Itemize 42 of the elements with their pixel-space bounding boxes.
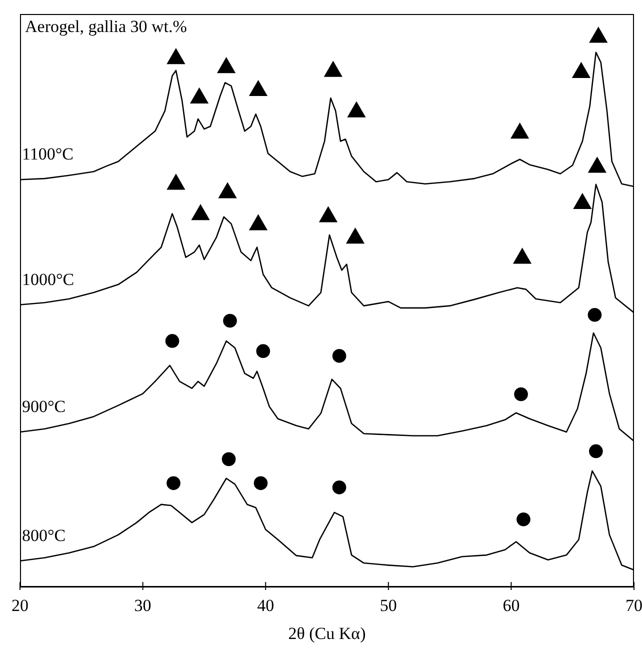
point [318,206,338,222]
point [588,156,606,173]
point [165,334,180,348]
point [347,101,366,118]
point [573,192,592,209]
x-axis-title: 2θ (Cu Kα) [288,624,366,643]
point [510,122,530,139]
point [217,57,236,74]
x-tick-label: 40 [257,596,274,615]
series-label: 800°C [22,526,66,545]
series-label: 900°C [22,397,66,416]
point [332,348,346,363]
x-tick-label: 70 [626,596,642,615]
point [248,214,268,230]
point [572,62,590,78]
point [222,452,236,466]
x-tick-label: 20 [12,596,28,615]
series-label: 1100°C [22,144,74,164]
point [589,444,603,458]
point [190,87,209,104]
point [589,26,608,43]
point [324,60,342,77]
point [588,308,602,322]
point [256,344,270,358]
point [514,387,528,402]
point [191,204,210,220]
point [516,512,530,526]
x-tick-label: 60 [502,596,520,615]
point [223,314,237,328]
point [218,182,237,198]
point [254,476,268,490]
series-label: 1000°C [22,270,74,289]
point [166,48,186,64]
point [346,227,365,244]
point [248,80,268,96]
point [332,480,346,494]
x-tick-label: 50 [380,596,397,615]
x-tick-label: 30 [134,596,152,615]
point [166,476,180,490]
point [166,174,186,190]
chart-title: Aerogel, gallia 30 wt.% [25,17,187,37]
point [512,248,532,264]
